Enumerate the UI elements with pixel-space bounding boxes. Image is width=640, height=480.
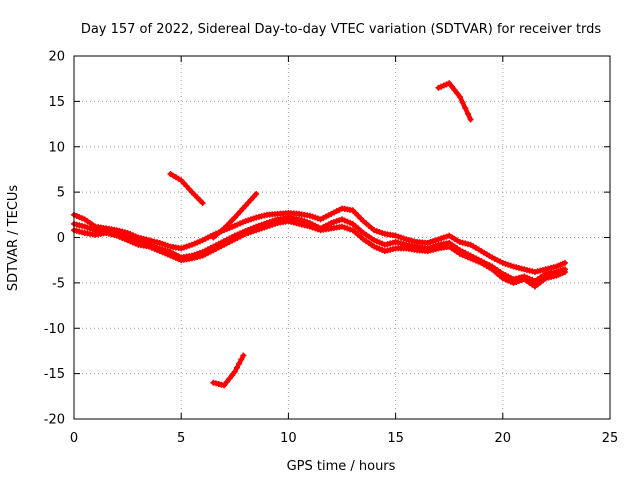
- y-tick-label: -15: [44, 367, 65, 382]
- data-point: [199, 200, 206, 207]
- data-point: [240, 352, 247, 359]
- y-tick-label: 0: [57, 231, 65, 246]
- x-tick-label: 20: [495, 431, 512, 446]
- y-axis-label: SDTVAR / TECUs: [6, 185, 21, 292]
- data-point: [226, 375, 233, 382]
- y-tick-label: -20: [44, 413, 65, 428]
- x-tick-label: 5: [177, 431, 185, 446]
- series-segment-lower-7h: [210, 352, 247, 389]
- data-point: [233, 364, 240, 371]
- data-point: [459, 99, 466, 106]
- data-point: [253, 190, 260, 197]
- data-layer: [71, 80, 568, 389]
- grid-layer: [74, 56, 610, 419]
- series-segment-upper-5h: [167, 170, 206, 207]
- y-tick-label: 20: [48, 50, 65, 65]
- data-point: [454, 90, 461, 97]
- chart-title: Day 157 of 2022, Sidereal Day-to-day VTE…: [81, 22, 602, 37]
- y-tick-label: 15: [48, 95, 65, 110]
- data-point: [448, 83, 455, 90]
- data-point: [238, 356, 245, 363]
- data-point: [446, 80, 453, 87]
- x-tick-label: 0: [70, 431, 78, 446]
- series-segment-upper-17h: [435, 80, 474, 123]
- data-point: [464, 110, 471, 117]
- series-main-band-2: [71, 214, 568, 285]
- x-tick-label: 15: [387, 431, 404, 446]
- data-point: [223, 379, 230, 386]
- series-main-band-3: [71, 218, 568, 290]
- y-tick-label: -10: [44, 322, 65, 337]
- data-point: [462, 105, 469, 112]
- x-tick-label: 25: [602, 431, 619, 446]
- x-tick-label: 10: [280, 431, 297, 446]
- y-tick-label: -5: [52, 276, 65, 291]
- data-point: [229, 372, 236, 379]
- y-tick-label: 5: [57, 186, 65, 201]
- series-trace: [71, 218, 568, 289]
- data-point: [451, 87, 458, 94]
- data-point: [221, 382, 228, 389]
- y-tick-label: 10: [48, 140, 65, 155]
- data-point: [236, 360, 243, 367]
- series-segment-rising-8h: [210, 190, 260, 241]
- data-point: [467, 116, 474, 123]
- data-point: [561, 268, 568, 275]
- data-point: [231, 368, 238, 375]
- series-main-band-1: [71, 205, 568, 275]
- x-axis-label: GPS time / hours: [287, 459, 396, 474]
- data-point: [561, 259, 568, 266]
- tick-layer: 0 5 10 15 20 25 -20 -15 -10 -5 0 5 10 15 20: [44, 50, 619, 447]
- data-point: [456, 93, 463, 100]
